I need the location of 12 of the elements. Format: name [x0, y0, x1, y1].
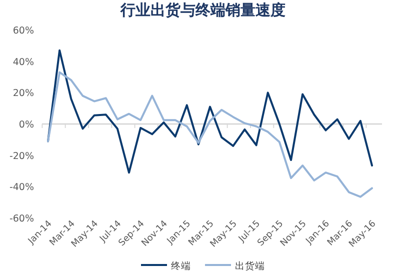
chart-title: 行业出货与终端销量速度 [120, 1, 286, 19]
legend-label: 终端 [171, 260, 191, 272]
y-tick-label: 0% [18, 120, 34, 130]
y-tick-label: 40% [12, 56, 34, 68]
y-tick-label: -20% [9, 150, 34, 162]
y-tick-label: 60% [12, 26, 34, 36]
line-series [47, 49, 373, 174]
legend-label: 出货端 [235, 260, 265, 272]
y-tick-label: -60% [9, 214, 34, 224]
y-tick-label: -40% [9, 182, 34, 194]
line-series [47, 71, 373, 198]
y-tick-label: 20% [12, 88, 34, 100]
